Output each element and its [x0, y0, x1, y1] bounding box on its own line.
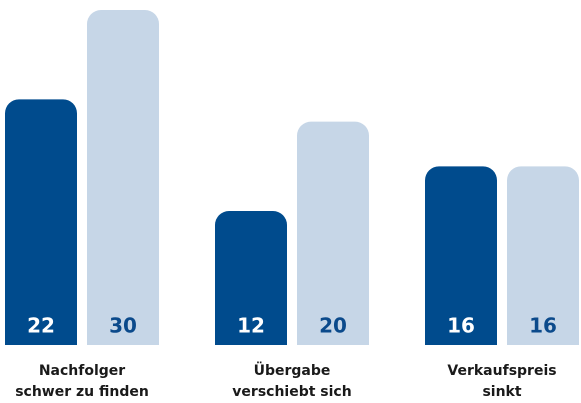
category-label: sinkt [482, 384, 521, 400]
value-label: 16 [447, 314, 475, 338]
bar [215, 211, 287, 345]
bar [297, 121, 369, 346]
bar [87, 10, 159, 345]
category-label: Nachfolger [39, 363, 125, 379]
value-label: 30 [109, 314, 137, 338]
value-label: 20 [319, 314, 347, 338]
category-label: schwer zu finden [15, 384, 149, 400]
value-label: 12 [237, 314, 265, 338]
category-label: Verkaufspreis [447, 363, 556, 379]
category-label: verschiebt sich [232, 384, 351, 400]
value-label: 16 [529, 314, 557, 338]
bar [5, 99, 77, 345]
value-label: 22 [27, 314, 55, 338]
bar [507, 166, 579, 345]
category-label: Übergabe [254, 361, 331, 379]
bar [425, 166, 497, 345]
